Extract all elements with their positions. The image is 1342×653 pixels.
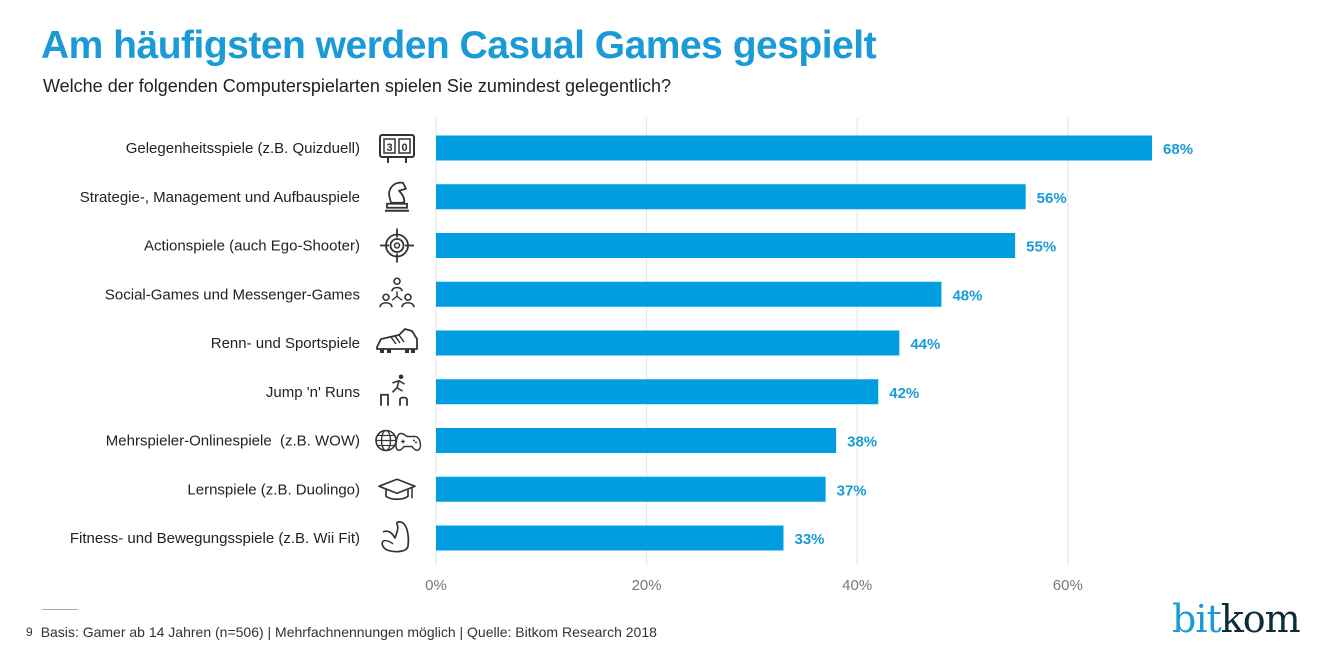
value-label: 56%	[1037, 190, 1067, 207]
value-label: 38%	[847, 434, 877, 451]
value-label: 37%	[837, 482, 867, 499]
x-tick-label: 60%	[1053, 577, 1083, 594]
logo-part-bit: bit	[1172, 597, 1222, 641]
bar	[436, 135, 1153, 161]
x-tick-label: 20%	[632, 577, 662, 594]
category-label: Strategie-, Management und Aufbauspiele	[80, 189, 360, 206]
bar	[436, 184, 1026, 210]
svg-text:3: 3	[386, 142, 392, 154]
footer: 9 Basis: Gamer ab 14 Jahren (n=506) | Meh…	[26, 624, 657, 640]
bars	[436, 135, 1153, 551]
graduation-cap-icon	[378, 478, 416, 501]
footer-note: Basis: Gamer ab 14 Jahren (n=506) | Mehr…	[40, 624, 657, 640]
value-label: 44%	[910, 336, 940, 353]
social-network-icon	[379, 277, 415, 308]
bar	[436, 330, 900, 356]
flexed-arm-icon	[381, 521, 410, 553]
chart-subtitle: Welche der folgenden Computerspielarten …	[43, 76, 672, 96]
x-axis-ticks: 0% 20% 40% 60%	[425, 577, 1083, 594]
category-label: Fitness- und Bewegungsspiele (z.B. Wii F…	[70, 530, 360, 547]
page-number: 9	[26, 625, 33, 639]
value-label: 48%	[952, 287, 982, 304]
football-boot-icon	[376, 328, 418, 353]
jumping-runner-icon	[380, 374, 408, 406]
footer-divider	[42, 609, 78, 610]
bar	[436, 379, 879, 405]
category-label: Renn- und Sportspiele	[211, 335, 360, 352]
x-tick-label: 40%	[842, 577, 872, 594]
chess-knight-icon	[385, 181, 409, 212]
value-label: 42%	[889, 385, 919, 402]
bar	[436, 428, 837, 453]
category-label: Actionspiele (auch Ego-Shooter)	[144, 238, 360, 255]
category-labels: Gelegenheitsspiele (z.B. Quizduell) Strat…	[70, 140, 360, 547]
bitkom-logo: bitkom	[1172, 597, 1301, 641]
globe-gamepad-icon	[375, 429, 422, 452]
x-tick-label: 0%	[425, 577, 447, 594]
bar	[436, 525, 784, 551]
bar	[436, 281, 942, 307]
value-label: 68%	[1163, 141, 1193, 158]
value-label: 55%	[1026, 239, 1056, 256]
value-label: 33%	[794, 531, 824, 548]
category-label: Gelegenheitsspiele (z.B. Quizduell)	[126, 140, 360, 157]
value-labels: 68% 56% 55% 48% 44% 42% 38% 37% 33%	[794, 141, 1193, 548]
category-label: Mehrspieler-Onlinespiele (z.B. WOW)	[106, 433, 360, 450]
logo-part-kom: kom	[1220, 597, 1301, 641]
chart-title: Am häufigsten werden Casual Games gespie…	[41, 24, 877, 67]
bar	[436, 233, 1016, 258]
category-label: Social-Games und Messenger-Games	[105, 286, 360, 303]
bar	[436, 476, 826, 502]
crosshair-target-icon	[380, 228, 414, 263]
category-label: Jump 'n' Runs	[266, 384, 360, 401]
svg-text:0: 0	[401, 142, 407, 154]
category-label: Lernspiele (z.B. Duolingo)	[187, 481, 360, 498]
